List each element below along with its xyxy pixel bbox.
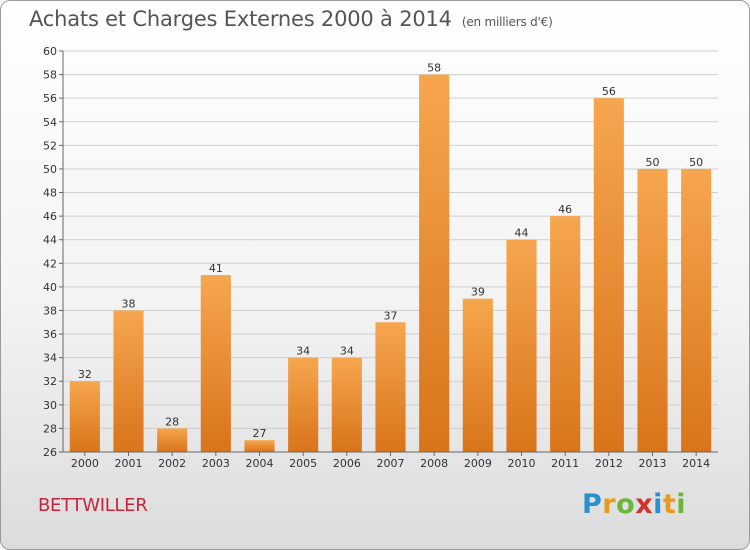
y-tick-label: 46: [43, 210, 57, 223]
x-tick-label-2009: 2009: [464, 457, 492, 470]
bar-2002: [157, 428, 188, 452]
data-label-2003: 41: [209, 262, 223, 275]
bar-2009: [462, 298, 493, 452]
x-tick-label-2006: 2006: [333, 457, 361, 470]
data-label-2006: 34: [340, 345, 354, 358]
y-tick-label: 58: [43, 69, 57, 82]
data-label-2014: 50: [689, 156, 703, 169]
bar-2008: [419, 74, 450, 453]
y-tick-label: 34: [43, 352, 57, 365]
y-tick-label: 32: [43, 375, 57, 388]
x-tick-label-2004: 2004: [246, 457, 274, 470]
data-label-2010: 44: [515, 227, 529, 240]
data-label-2011: 46: [558, 203, 572, 216]
bar-2004: [244, 440, 275, 452]
bar-2013: [637, 168, 668, 453]
y-tick-label: 38: [43, 304, 57, 317]
data-labels: 32 38 28 41 27 34 34 37 58 39 44 46 56 50 50: [78, 62, 703, 441]
bar-2005: [288, 357, 319, 452]
y-tick-label: 30: [43, 399, 57, 412]
y-tick-label: 56: [43, 92, 57, 105]
chart-title: Achats et Charges Externes 2000 à 2014: [29, 7, 452, 31]
x-tick-label-2014: 2014: [682, 457, 710, 470]
x-axis-ticks: 2000 2001 2002 2003 2004 2005 2006 2007 2008 2009…: [71, 452, 710, 470]
x-tick-label-2008: 2008: [420, 457, 448, 470]
y-axis-ticks: 26 28 30 32 34 36 38 40 42 44 46 48 50 52 54 56 58 60: [43, 45, 63, 459]
y-tick-label: 48: [43, 187, 57, 200]
data-label-2008: 58: [427, 62, 441, 75]
y-tick-label: 42: [43, 257, 57, 270]
bar-2006: [331, 357, 362, 452]
bars: [69, 74, 712, 453]
y-tick-label: 44: [43, 234, 57, 247]
x-tick-label-2012: 2012: [595, 457, 623, 470]
data-label-2009: 39: [471, 286, 485, 299]
x-tick-label-2013: 2013: [639, 457, 667, 470]
bar-2001: [113, 310, 144, 452]
y-tick-label: 54: [43, 116, 57, 129]
x-tick-label-2005: 2005: [289, 457, 317, 470]
x-tick-label-2003: 2003: [202, 457, 230, 470]
y-tick-label: 28: [43, 422, 57, 435]
chart-title-line: Achats et Charges Externes 2000 à 2014 (e…: [29, 7, 553, 31]
x-tick-label-2007: 2007: [377, 457, 405, 470]
y-tick-label: 50: [43, 163, 57, 176]
data-label-2001: 38: [122, 297, 136, 310]
x-tick-label-2011: 2011: [551, 457, 579, 470]
bar-2003: [200, 275, 231, 452]
commune-name: BETTWILLER: [38, 495, 148, 516]
y-tick-label: 60: [43, 45, 57, 58]
data-label-2004: 27: [253, 427, 267, 440]
data-label-2012: 56: [602, 85, 616, 98]
bar-2010: [506, 239, 537, 452]
y-tick-label: 36: [43, 328, 57, 341]
data-label-2002: 28: [165, 415, 179, 428]
x-tick-label-2001: 2001: [115, 457, 143, 470]
y-tick-label: 52: [43, 139, 57, 152]
y-tick-label: 40: [43, 281, 57, 294]
data-label-2000: 32: [78, 368, 92, 381]
x-tick-label-2000: 2000: [71, 457, 99, 470]
bar-2014: [681, 168, 712, 453]
bar-2011: [550, 216, 581, 452]
chart-subtitle: (en milliers d'€): [461, 15, 553, 29]
x-tick-label-2002: 2002: [158, 457, 186, 470]
proxiti-logo: Proxiti: [582, 489, 687, 520]
bar-2012: [593, 98, 624, 453]
data-label-2013: 50: [646, 156, 660, 169]
data-label-2007: 37: [384, 309, 398, 322]
data-label-2005: 34: [296, 345, 310, 358]
bar-2007: [375, 322, 406, 452]
bar-2000: [69, 381, 100, 452]
x-tick-label-2010: 2010: [508, 457, 536, 470]
y-tick-label: 26: [43, 446, 57, 459]
